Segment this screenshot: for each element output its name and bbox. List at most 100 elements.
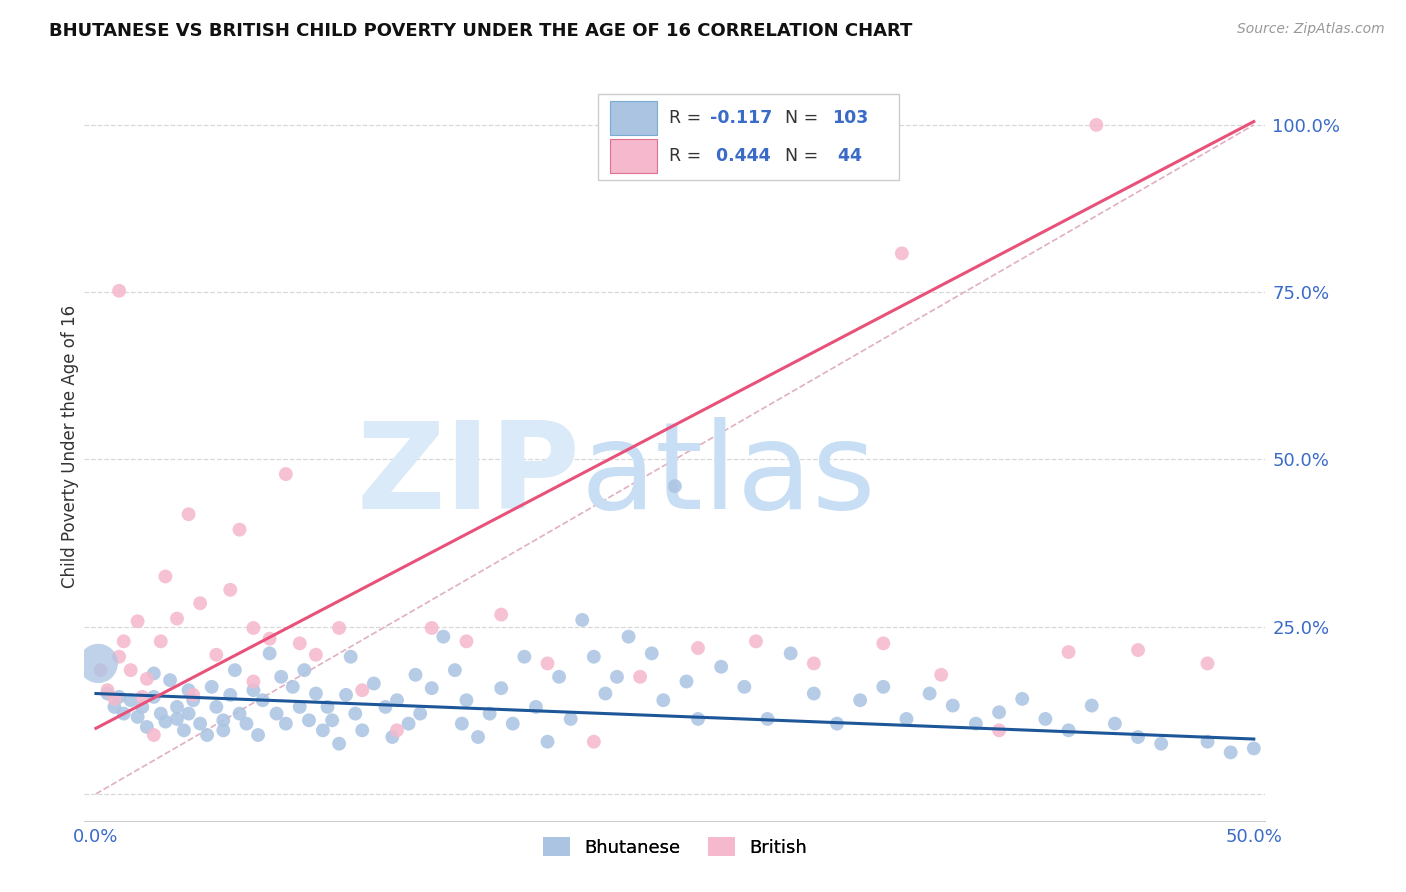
Point xyxy=(177,507,200,521)
Point xyxy=(548,670,571,684)
Point xyxy=(1243,741,1265,756)
Point xyxy=(328,621,350,635)
Point xyxy=(352,683,374,698)
Point xyxy=(478,706,501,721)
Point xyxy=(173,723,195,738)
Point xyxy=(87,657,110,671)
Text: BHUTANESE VS BRITISH CHILD POVERTY UNDER THE AGE OF 16 CORRELATION CHART: BHUTANESE VS BRITISH CHILD POVERTY UNDER… xyxy=(49,22,912,40)
Point xyxy=(374,699,396,714)
Point xyxy=(1126,730,1149,744)
Point xyxy=(1150,737,1173,751)
Point xyxy=(339,649,361,664)
Point xyxy=(745,634,768,648)
Point xyxy=(135,672,157,686)
Point xyxy=(385,723,408,738)
Point xyxy=(177,706,200,721)
Point xyxy=(259,646,281,660)
Point xyxy=(664,479,686,493)
Point xyxy=(212,723,235,738)
Point xyxy=(489,607,512,622)
Point xyxy=(335,688,357,702)
Point xyxy=(120,693,142,707)
Point xyxy=(807,118,830,132)
Point xyxy=(212,714,235,728)
Text: R =: R = xyxy=(669,147,707,165)
Point xyxy=(316,699,339,714)
Point xyxy=(803,687,825,701)
Point xyxy=(195,728,218,742)
Text: N =: N = xyxy=(785,147,824,165)
Text: R =: R = xyxy=(669,109,707,127)
Point xyxy=(450,716,472,731)
Point xyxy=(288,699,311,714)
Point xyxy=(228,523,250,537)
Y-axis label: Child Poverty Under the Age of 16: Child Poverty Under the Age of 16 xyxy=(62,304,80,588)
Point xyxy=(228,706,250,721)
Point xyxy=(205,699,228,714)
Point xyxy=(896,712,918,726)
Point xyxy=(444,663,467,677)
Point xyxy=(872,680,894,694)
Point xyxy=(582,649,605,664)
Point xyxy=(305,687,328,701)
Point xyxy=(728,118,751,132)
Point xyxy=(96,687,118,701)
Point xyxy=(467,730,489,744)
Point xyxy=(1057,723,1080,738)
Point xyxy=(745,118,768,132)
Point xyxy=(652,693,675,707)
Point xyxy=(103,692,125,706)
Point xyxy=(103,699,125,714)
Point xyxy=(177,683,200,698)
Point xyxy=(298,714,321,728)
Point xyxy=(131,699,153,714)
Point xyxy=(159,673,181,688)
Point xyxy=(363,676,385,690)
FancyBboxPatch shape xyxy=(598,94,900,180)
Point xyxy=(710,660,733,674)
Point xyxy=(142,728,165,742)
Point xyxy=(274,467,297,482)
Point xyxy=(235,716,257,731)
Point xyxy=(181,688,204,702)
Point xyxy=(942,698,965,713)
Point xyxy=(595,687,617,701)
Point xyxy=(536,735,558,749)
Point xyxy=(432,630,454,644)
Point xyxy=(259,632,281,646)
Point xyxy=(761,118,783,132)
Point xyxy=(292,663,315,677)
Point xyxy=(149,706,172,721)
Point xyxy=(420,681,443,696)
Point xyxy=(127,614,149,628)
Point xyxy=(890,246,912,260)
Point xyxy=(247,728,270,742)
Point xyxy=(108,284,131,298)
Point xyxy=(127,710,149,724)
Text: ZIP: ZIP xyxy=(357,417,581,534)
Point xyxy=(965,716,987,731)
Point xyxy=(710,118,733,132)
Point xyxy=(205,648,228,662)
Point xyxy=(513,649,536,664)
Point xyxy=(1126,643,1149,657)
Point xyxy=(872,636,894,650)
Point xyxy=(617,630,640,644)
Point xyxy=(1080,698,1102,713)
Point xyxy=(305,648,328,662)
Legend: Bhutanese, British: Bhutanese, British xyxy=(536,830,814,864)
Point xyxy=(155,714,177,729)
Point xyxy=(242,674,264,689)
Point xyxy=(166,699,188,714)
Point xyxy=(1057,645,1080,659)
Point xyxy=(1104,716,1126,731)
Point xyxy=(456,634,478,648)
Point xyxy=(502,716,524,731)
Point xyxy=(686,640,709,655)
Point xyxy=(266,706,288,721)
Point xyxy=(420,621,443,635)
Text: 44: 44 xyxy=(832,147,862,165)
Text: atlas: atlas xyxy=(581,417,876,534)
Point xyxy=(779,646,801,660)
Point xyxy=(560,712,582,726)
